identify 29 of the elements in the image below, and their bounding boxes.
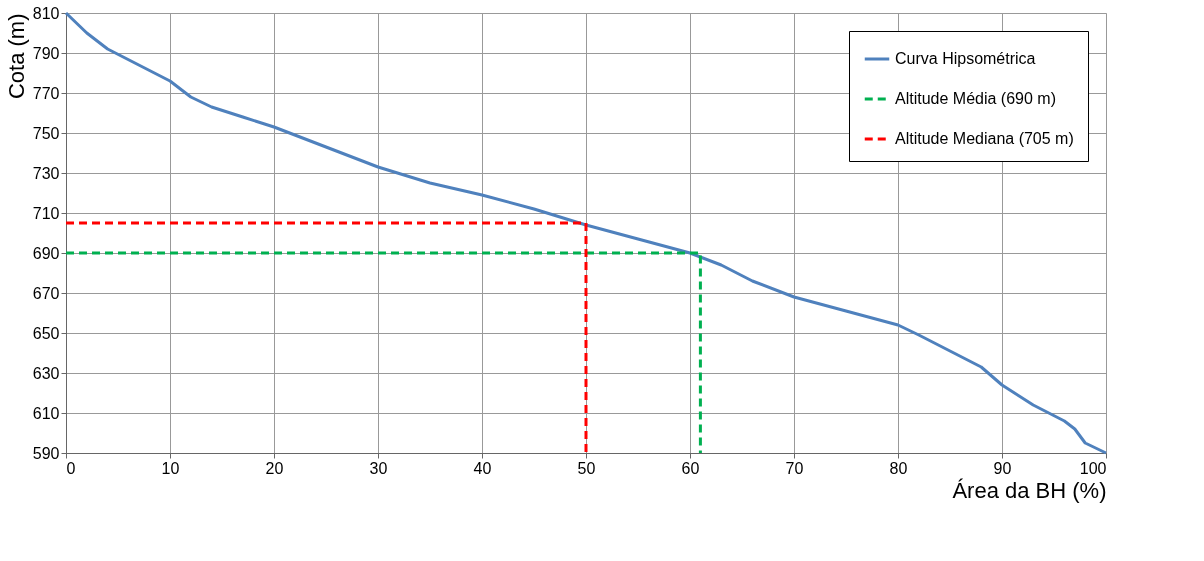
legend-label: Altitude Média (690 m) (895, 90, 1056, 107)
y-tick-label: 790 (32, 44, 60, 62)
x-tick-label: 70 (785, 459, 804, 477)
y-tick-label: 650 (32, 324, 60, 342)
x-tick-label: 50 (577, 459, 596, 477)
x-tick-label: 20 (265, 459, 284, 477)
y-tick-label: 590 (32, 444, 60, 462)
y-tick-label: 810 (32, 4, 60, 22)
y-tick-label: 630 (32, 364, 60, 382)
x-tick-label: 100 (1079, 459, 1107, 477)
x-tick-label: 80 (889, 459, 908, 477)
x-tick-label: 10 (161, 459, 180, 477)
legend-label: Curva Hipsométrica (895, 50, 1036, 67)
y-tick-label: 670 (32, 284, 60, 302)
x-tick-label: 0 (66, 459, 76, 477)
x-tick-label: 30 (369, 459, 388, 477)
y-tick-label: 750 (32, 124, 60, 142)
legend-label: Altitude Mediana (705 m) (895, 130, 1074, 147)
y-tick-label: 730 (32, 164, 60, 182)
x-tick-label: 40 (473, 459, 492, 477)
x-tick-label: 90 (993, 459, 1012, 477)
x-tick-label: 60 (681, 459, 700, 477)
x-axis-title: Área da BH (%) (952, 477, 1107, 503)
line-series (64, 11, 1108, 455)
y-axis-title: Cota (m) (3, 13, 29, 100)
y-tick-label: 710 (32, 204, 60, 222)
y-tick-label: 770 (32, 84, 60, 102)
y-tick-label: 690 (32, 244, 60, 262)
y-tick-label: 610 (32, 404, 60, 422)
